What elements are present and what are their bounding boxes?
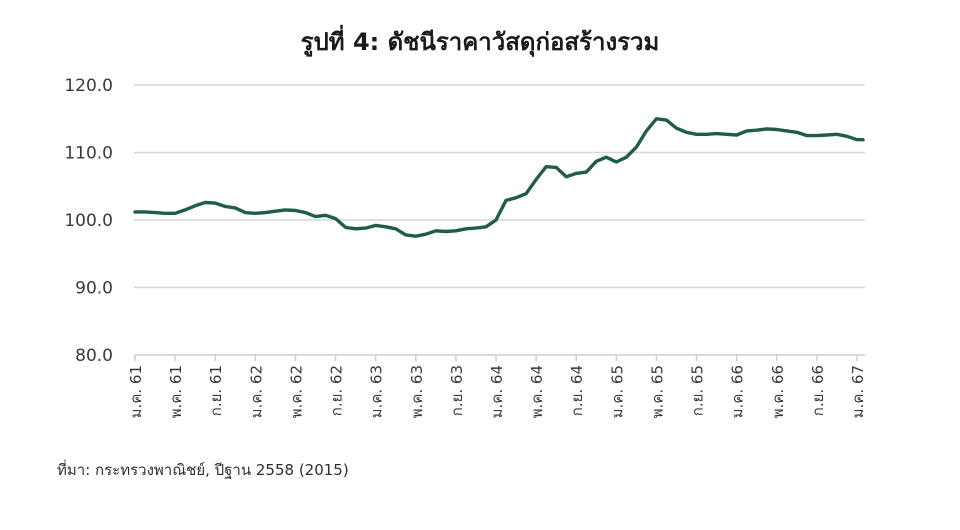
x-tick-label: พ.ค. 66: [769, 365, 787, 418]
x-tick-label: ม.ค. 63: [368, 365, 386, 418]
x-axis-tick-labels: ม.ค. 61 พ.ค. 61 ก.ย. 61 ม.ค. 62 พ.ค. 62 ก.ย. …: [127, 365, 867, 418]
x-tick-label: พ.ค. 61: [167, 365, 185, 418]
y-tick-label: 120.0: [64, 76, 113, 96]
x-tick-label: ม.ค. 61: [127, 365, 145, 418]
x-tick-label: ม.ค. 65: [608, 365, 626, 418]
x-tick-label: ม.ค. 66: [729, 365, 747, 418]
x-tick-label: พ.ค. 63: [408, 365, 426, 418]
x-tick-label: พ.ค. 62: [287, 365, 305, 418]
series-line-construction-material-index: [133, 117, 865, 238]
x-tick-label: พ.ค. 65: [648, 365, 666, 418]
x-tick-label: ก.ย. 63: [448, 365, 466, 416]
x-tick-label: ม.ค. 62: [247, 365, 265, 418]
x-tick-label: ก.ย. 64: [568, 365, 586, 416]
y-tick-label: 110.0: [64, 144, 113, 164]
x-axis: [134, 354, 865, 361]
x-tick-label: พ.ค. 64: [528, 365, 546, 418]
x-tick-label: ก.ย. 62: [328, 365, 346, 416]
y-axis-tick-labels: 80.0 90.0 100.0 110.0 120.0: [64, 76, 113, 366]
x-tick-label: ม.ค. 64: [488, 365, 506, 418]
y-tick-label: 100.0: [64, 211, 113, 231]
chart-title: รูปที่ 4: ดัชนีราคาวัสดุก่อสร้างรวม: [300, 28, 660, 56]
y-tick-label: 90.0: [75, 279, 113, 299]
x-tick-label: ก.ย. 66: [809, 365, 827, 416]
y-tick-label: 80.0: [75, 346, 113, 366]
gridlines: [134, 84, 865, 289]
x-tick-label: ก.ย. 65: [689, 365, 707, 416]
x-tick-label: ม.ค. 67: [849, 365, 867, 418]
source-note: ที่มา: กระทรวงพาณิชย์, ปีฐาน 2558 (2015): [57, 461, 349, 479]
x-tick-label: ก.ย. 61: [207, 365, 225, 416]
